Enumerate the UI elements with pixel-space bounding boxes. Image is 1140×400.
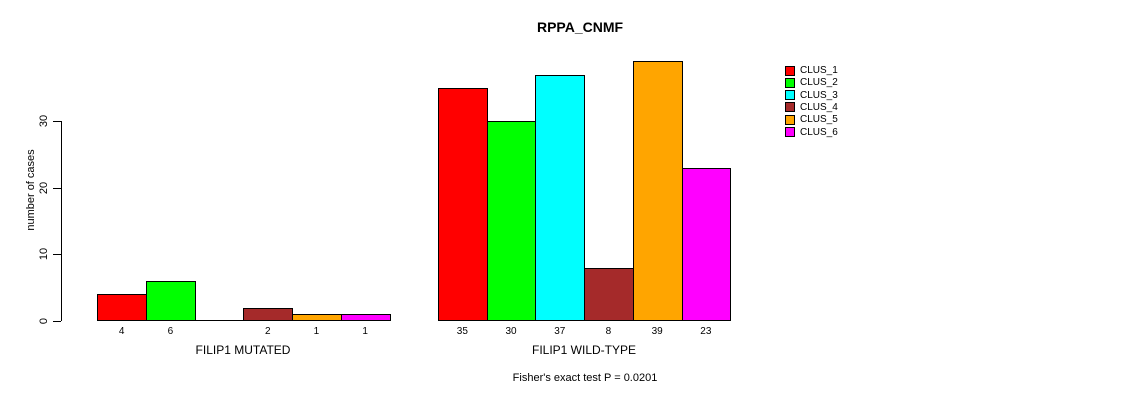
bar-value-label-clus_4-mutated: 2 <box>264 326 271 337</box>
legend-swatch-clus_6 <box>785 127 795 137</box>
bar-value-label-clus_6-wild-type: 23 <box>700 326 712 337</box>
fisher-test-annotation: Fisher's exact test P = 0.0201 <box>512 372 658 384</box>
y-axis-tick-10 <box>53 254 61 255</box>
bar-clus_6-mutated <box>341 314 391 321</box>
bar-clus_2-wild-type <box>487 121 536 321</box>
bar-value-label-clus_6-mutated: 1 <box>362 326 368 337</box>
legend-swatch-clus_2 <box>785 78 795 88</box>
y-axis-tick-0 <box>53 321 61 322</box>
legend-label-clus_6: CLUS_6 <box>800 127 838 138</box>
legend-swatch-clus_1 <box>785 66 795 76</box>
bar-clus_5-wild-type <box>633 61 683 321</box>
y-axis-tick-label-20: 20 <box>38 181 50 195</box>
legend-swatch-clus_3 <box>785 90 795 100</box>
bar-value-label-clus_2-wild-type: 30 <box>505 326 517 337</box>
legend-label-clus_5: CLUS_5 <box>800 114 838 125</box>
legend-label-clus_3: CLUS_3 <box>800 90 838 101</box>
bar-clus_1-wild-type <box>438 88 488 321</box>
bar-value-label-clus_2-mutated: 6 <box>167 326 174 337</box>
legend-label-clus_1: CLUS_1 <box>800 65 838 76</box>
bar-clus_4-wild-type <box>584 268 634 321</box>
bar-value-label-clus_1-mutated: 4 <box>118 326 125 337</box>
bar-value-label-clus_1-wild-type: 35 <box>456 326 468 337</box>
bar-clus_3-mutated-zero <box>195 320 244 321</box>
x-axis-group-label-wildtype: FILIP1 WILD-TYPE <box>531 343 637 357</box>
chart-title: RPPA_CNMF <box>536 19 624 35</box>
bar-clus_6-wild-type <box>682 168 731 321</box>
bar-value-label-clus_5-mutated: 1 <box>313 326 320 337</box>
bar-clus_5-mutated <box>292 314 342 321</box>
legend-label-clus_2: CLUS_2 <box>800 77 838 88</box>
bar-value-label-clus_5-wild-type: 39 <box>651 326 663 337</box>
y-axis-line <box>61 121 62 321</box>
y-axis-tick-30 <box>53 121 61 122</box>
y-axis-tick-label-30: 30 <box>38 114 50 128</box>
bar-clus_3-wild-type <box>535 75 585 321</box>
x-axis-group-label-mutated: FILIP1 MUTATED <box>195 343 291 357</box>
bar-value-label-clus_3-wild-type: 37 <box>554 326 566 337</box>
legend-swatch-clus_4 <box>785 102 795 112</box>
bar-clus_2-mutated <box>146 281 196 321</box>
legend-label-clus_4: CLUS_4 <box>800 102 838 113</box>
y-axis-tick-label-10: 10 <box>38 247 50 261</box>
bar-clus_4-mutated <box>243 308 293 321</box>
y-axis-label: number of cases <box>25 149 37 231</box>
y-axis-tick-label-0: 0 <box>38 317 50 325</box>
y-axis-tick-20 <box>53 188 61 189</box>
bar-clus_1-mutated <box>97 294 147 321</box>
bar-value-label-clus_4-wild-type: 8 <box>605 326 612 337</box>
legend-swatch-clus_5 <box>785 115 795 125</box>
